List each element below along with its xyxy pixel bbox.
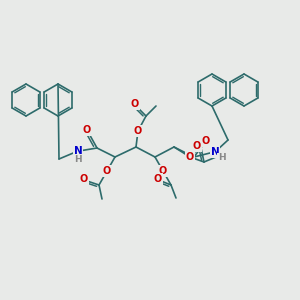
Text: O: O [202, 136, 210, 146]
Text: N: N [211, 147, 219, 157]
Text: O: O [103, 166, 111, 176]
Text: O: O [186, 152, 194, 162]
Text: H: H [74, 155, 82, 164]
Text: O: O [80, 174, 88, 184]
Text: N: N [74, 146, 82, 156]
Text: H: H [218, 154, 226, 163]
Text: O: O [134, 126, 142, 136]
Text: O: O [154, 174, 162, 184]
Text: O: O [159, 166, 167, 176]
Text: O: O [131, 99, 139, 109]
Text: O: O [193, 141, 201, 151]
Text: O: O [83, 125, 91, 135]
